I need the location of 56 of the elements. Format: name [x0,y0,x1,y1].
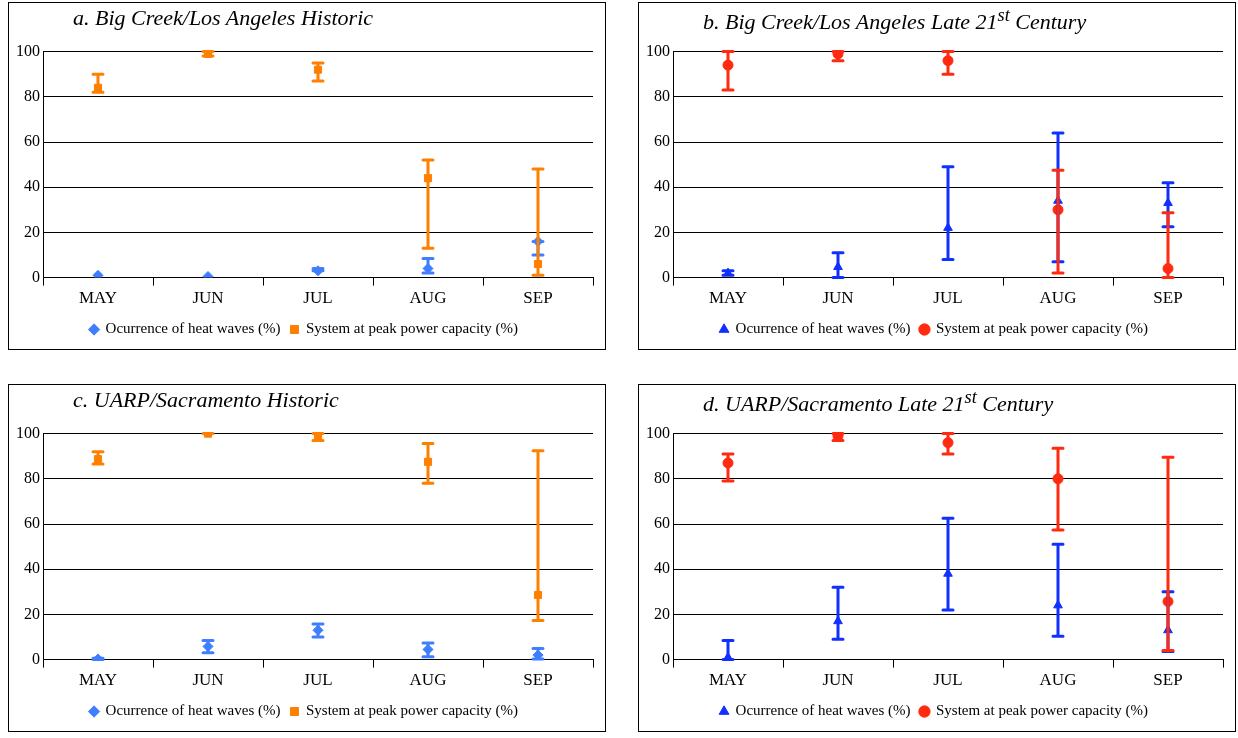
y-tick-label: 60 [654,132,670,150]
x-tick-label: JUN [822,670,854,690]
x-tick-label: JUL [303,670,333,690]
x-tick-label: JUL [933,288,963,308]
legend-label: Ocurrence of heat waves (%) [735,320,911,338]
y-tick-label: 80 [24,87,40,104]
x-tick-label: MAY [78,670,118,690]
y-tick-label: 80 [654,87,670,104]
x-tick-label: JUL [933,670,963,690]
x-tick-label: JUN [822,288,854,308]
legend-label: System at peak power capacity (%) [935,320,1148,338]
y-tick-label: 80 [654,469,670,486]
legend-label: Ocurrence of heat waves (%) [735,702,911,720]
y-tick-label: 20 [654,222,670,240]
y-tick-label: 60 [654,514,670,532]
y-tick-label: 60 [24,132,40,150]
y-tick-label: 0 [32,649,40,667]
x-tick-label: JUN [192,670,224,690]
x-tick-label: MAY [708,288,748,308]
y-tick-label: 40 [654,177,670,195]
chart-title: a. Big Creek/Los Angeles Historic [72,4,375,32]
x-tick-label: SEP [523,288,553,308]
x-tick-label: AUG [409,288,447,308]
y-tick-label: 0 [662,267,670,285]
x-tick-label: JUL [303,288,333,308]
x-tick-label: MAY [78,288,118,308]
chart-title: b. Big Creek/Los Angeles Late 21$^{st}$ Century [702,4,1088,37]
y-tick-label: 100 [16,423,40,441]
x-tick-label: AUG [409,670,447,690]
legend-label: System at peak power capacity (%) [305,320,518,338]
y-tick-label: 100 [16,41,40,59]
y-tick-label: 0 [662,649,670,667]
x-tick-label: MAY [708,670,748,690]
y-tick-label: 40 [24,177,40,195]
y-tick-label: 80 [24,469,40,486]
legend-label: Ocurrence of heat waves (%) [105,702,281,720]
y-tick-label: 60 [24,514,40,532]
x-tick-label: SEP [523,670,553,690]
y-tick-label: 100 [646,423,670,441]
y-tick-label: 20 [24,604,40,622]
x-tick-label: JUN [192,288,224,308]
x-tick-label: AUG [1039,288,1077,308]
legend-label: System at peak power capacity (%) [935,702,1148,720]
y-tick-label: 20 [24,222,40,240]
chart-title: d. UARP/Sacramento Late 21$^{st}$ Century [702,386,1055,419]
y-tick-label: 0 [32,267,40,285]
x-tick-label: SEP [1153,288,1183,308]
y-tick-label: 100 [646,41,670,59]
y-tick-label: 40 [654,559,670,577]
chart-title: c. UARP/Sacramento Historic [72,386,340,414]
y-tick-label: 20 [654,604,670,622]
x-tick-label: AUG [1039,670,1077,690]
legend-label: Ocurrence of heat waves (%) [105,320,281,338]
y-tick-label: 40 [24,559,40,577]
x-tick-label: SEP [1153,670,1183,690]
legend-label: System at peak power capacity (%) [305,702,518,720]
